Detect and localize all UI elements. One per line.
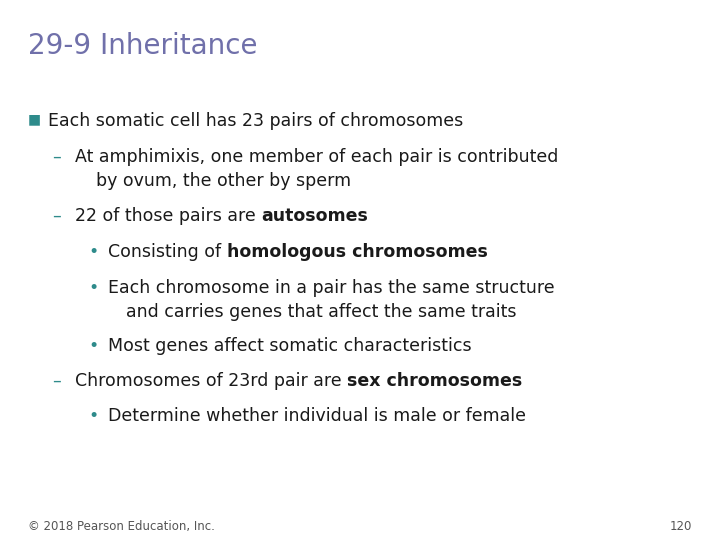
Text: •: •: [88, 279, 98, 297]
Text: sex chromosomes: sex chromosomes: [347, 372, 523, 390]
Text: –: –: [52, 148, 60, 166]
Text: •: •: [88, 407, 98, 425]
Text: –: –: [52, 372, 60, 390]
Text: •: •: [88, 243, 98, 261]
Text: homologous chromosomes: homologous chromosomes: [227, 243, 487, 261]
Text: Each somatic cell has 23 pairs of chromosomes: Each somatic cell has 23 pairs of chromo…: [48, 112, 463, 130]
Text: Consisting of: Consisting of: [108, 243, 227, 261]
Text: Most genes affect somatic characteristics: Most genes affect somatic characteristic…: [108, 337, 472, 355]
Text: by ovum, the other by sperm: by ovum, the other by sperm: [96, 172, 351, 190]
Text: Chromosomes of 23rd pair are: Chromosomes of 23rd pair are: [75, 372, 347, 390]
Text: Each chromosome in a pair has the same structure: Each chromosome in a pair has the same s…: [108, 279, 554, 297]
Text: autosomes: autosomes: [261, 207, 368, 225]
Text: At amphimixis, one member of each pair is contributed: At amphimixis, one member of each pair i…: [75, 148, 559, 166]
Text: Determine whether individual is male or female: Determine whether individual is male or …: [108, 407, 526, 425]
Text: and carries genes that affect the same traits: and carries genes that affect the same t…: [126, 303, 516, 321]
Text: ■: ■: [28, 112, 41, 126]
Text: •: •: [88, 337, 98, 355]
Text: 22 of those pairs are: 22 of those pairs are: [75, 207, 261, 225]
Text: 29-9 Inheritance: 29-9 Inheritance: [28, 32, 258, 60]
Text: © 2018 Pearson Education, Inc.: © 2018 Pearson Education, Inc.: [28, 520, 215, 533]
Text: –: –: [52, 207, 60, 225]
Text: 120: 120: [670, 520, 692, 533]
